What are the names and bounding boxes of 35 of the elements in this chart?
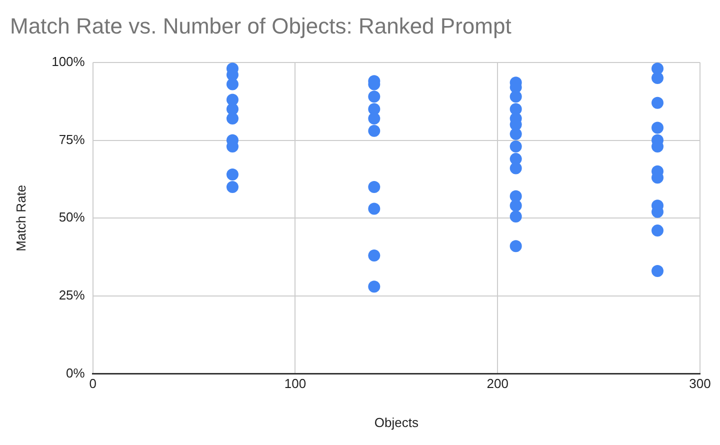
point (510, 200, 522, 212)
point (652, 224, 664, 237)
y-axis-title: Match Rate (13, 184, 28, 252)
x-tick-label: 300 (689, 376, 711, 392)
point (368, 90, 380, 103)
point (368, 249, 380, 262)
point (368, 280, 380, 293)
point (510, 140, 522, 152)
y-tick-label: 25% (58, 288, 86, 303)
point (226, 180, 238, 193)
point (226, 112, 238, 124)
point (368, 180, 380, 193)
point (510, 128, 522, 140)
point (510, 90, 522, 103)
point (226, 168, 238, 181)
point (510, 162, 522, 174)
point (510, 210, 522, 223)
y-tick-label: 100% (52, 54, 86, 69)
point (652, 265, 664, 278)
x-tick-label: 100 (284, 376, 306, 392)
x-tick-label: 0 (89, 376, 96, 392)
point (510, 240, 522, 252)
y-tick-label: 75% (58, 132, 86, 147)
point (368, 202, 380, 215)
point (652, 72, 664, 84)
y-tick-label: 0% (66, 365, 86, 380)
point (368, 112, 380, 124)
point (226, 78, 238, 90)
point (652, 122, 664, 134)
x-tick-label: 200 (486, 376, 508, 392)
point (652, 96, 664, 109)
point (368, 124, 380, 137)
chart-title: Match Rate vs. Number of Objects: Ranked Prompt (10, 13, 512, 38)
x-axis-title: Objects (374, 414, 419, 430)
y-tick-label: 50% (58, 210, 86, 225)
